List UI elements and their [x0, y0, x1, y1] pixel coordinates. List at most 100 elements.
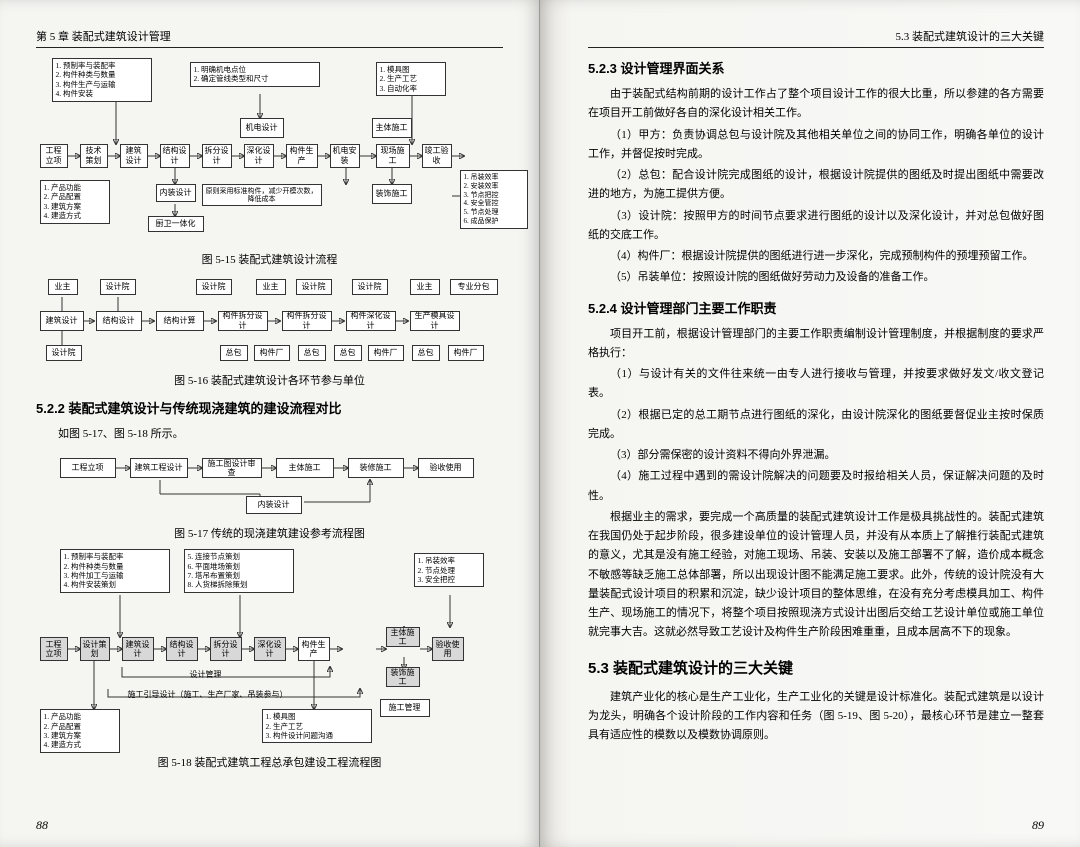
- f516-r2-4: 构件拆分设计: [282, 311, 332, 331]
- p523-1: （1）甲方：负责协调总包与设计院及其他相关单位之间的协同工作，明确各单位的设计工…: [588, 126, 1044, 165]
- para-522: 如图 5-17、图 5-18 所示。: [36, 425, 503, 444]
- fig515-r-5: 深化设计: [244, 144, 274, 168]
- f516-r3-3: 构件厂: [254, 345, 290, 361]
- fig515-right-list: 1. 吊装效率 2. 安装效率 3. 节点把控 4. 安全管控 5. 节点处理 …: [460, 170, 528, 229]
- f517-1: 建筑工程设计: [130, 458, 188, 478]
- f516-r3-4: 总包: [298, 345, 326, 361]
- f517-0: 工程立项: [60, 458, 116, 478]
- page-number-right: 89: [1032, 818, 1044, 833]
- f518-r-2: 建筑设计: [122, 637, 154, 661]
- f516-r3-8: 构件厂: [448, 345, 484, 361]
- fig-5-16: 业主 设计院 设计院 业主 设计院 设计院 业主 专业分包 建筑设计 结构设计 …: [40, 275, 500, 367]
- f518-list-a: 1. 预制率与装配率 2. 构件种类与数量 3. 构件加工与运输 4. 构件安装…: [60, 549, 170, 593]
- f518-list-b: 5. 连接节点策划 6. 平面堆场策划 7. 塔吊布置策划 8. 人货梯拆除策划: [184, 549, 294, 593]
- fig-5-15-caption: 图 5-15 装配式建筑设计流程: [36, 251, 503, 267]
- fig-5-18: 1. 预制率与装配率 2. 构件种类与数量 3. 构件加工与运输 4. 构件安装…: [40, 549, 500, 749]
- fig-5-17: 工程立项 建筑工程设计 施工图设计审查 主体施工 装修施工 验收使用 内装设计: [60, 450, 480, 520]
- f518-r-0: 工程立项: [40, 637, 68, 661]
- p524-1: （1）与设计有关的文件往来统一由专人进行接收与管理，并按要求做好发文/收文登记表…: [588, 365, 1044, 404]
- fig515-left-list: 1. 产品功能 2. 产品配置 3. 建筑方案 4. 建造方式: [40, 180, 110, 224]
- f516-r2-1: 结构设计: [96, 311, 142, 331]
- f518-label-dm: 设计管理: [190, 669, 222, 680]
- f518-list-c: 1. 吊装效率 2. 节点处理 3. 安全把控: [414, 553, 484, 587]
- heading-5-2-2: 5.2.2 装配式建筑设计与传统现浇建筑的建设流程对比: [36, 398, 503, 417]
- f517-3: 主体施工: [276, 458, 334, 478]
- heading-5-3: 5.3 装配式建筑设计的三大关键: [588, 657, 1044, 678]
- fig515-内装设计: 内装设计: [156, 184, 196, 202]
- f518-label-guide: 施工引导设计（施工、生产厂家、吊装参与）: [128, 689, 288, 700]
- f517-5: 验收使用: [418, 458, 474, 478]
- book-spread: 第 5 章 装配式建筑设计管理 1. 预制率与装配率 2. 构件种: [0, 0, 1080, 847]
- fig515-r-2: 建筑设计: [120, 144, 148, 168]
- f518-left-list: 1. 产品功能 2. 产品配置 3. 建筑方案 4. 建造方式: [40, 709, 120, 753]
- fig-5-18-caption: 图 5-18 装配式建筑工程总承包建设工程流程图: [36, 754, 503, 770]
- f518-r-6: 构件生产: [298, 637, 330, 661]
- p523-4: （4）构件厂：根据设计院提供的图纸进行进一步深化，完成预制构件的预埋预留工作。: [588, 247, 1044, 266]
- f518-rs-1: 装饰施工: [386, 667, 420, 687]
- fig-5-17-caption: 图 5-17 传统的现浇建筑建设参考流程图: [36, 525, 503, 541]
- f518-rs-0: 主体施工: [386, 627, 420, 647]
- fig515-机电设计: 机电设计: [240, 118, 284, 138]
- fig515-r-0: 工程立项: [40, 144, 68, 168]
- p523-3: （3）设计院：按照甲方的时间节点要求进行图纸的设计以及深化设计，并对总包做好图纸…: [588, 207, 1044, 246]
- f518-mid-list: 1. 模具图 2. 生产工艺 3. 构件设计问题沟通: [262, 709, 372, 743]
- f516-r3-0: 设计院: [46, 345, 82, 361]
- fig515-r-3: 结构设计: [160, 144, 190, 168]
- fig515-主体施工: 主体施工: [372, 118, 412, 138]
- p523-2: （2）总包：配合设计院完成图纸的设计，根据设计院提供的图纸及时提出图纸中需要改进…: [588, 166, 1044, 205]
- f516-r1-7: 专业分包: [450, 279, 498, 295]
- fig515-r-7: 机电安装: [330, 144, 360, 168]
- f516-r1-3: 业主: [256, 279, 286, 295]
- f516-r1-5: 设计院: [352, 279, 388, 295]
- f518-bottom: 施工管理: [380, 699, 430, 717]
- f516-r1-4: 设计院: [296, 279, 332, 295]
- p524-3: （3）部分需保密的设计资料不得向外界泄漏。: [588, 446, 1044, 465]
- f516-r2-3: 构件拆分设计: [218, 311, 268, 331]
- fig515-note: 原则采用标准构件，减少开模次数，降低成本: [202, 184, 322, 206]
- fig515-r-8: 现场施工: [376, 144, 410, 168]
- page-right: 5.3 装配式建筑设计的三大关键 5.2.3 设计管理界面关系 由于装配式结构前…: [540, 0, 1080, 847]
- f516-r3-7: 总包: [412, 345, 440, 361]
- fig515-r-9: 竣工验收: [422, 144, 452, 168]
- page-number-left: 88: [36, 818, 48, 833]
- fig515-装饰施工: 装饰施工: [372, 184, 412, 204]
- f517-6: 内装设计: [246, 496, 302, 514]
- fig515-list-b: 1. 明确机电点位 2. 确定管线类型和尺寸: [190, 62, 320, 87]
- fig515-r-1: 技术策划: [80, 144, 108, 168]
- f516-r1-0: 业主: [48, 279, 78, 295]
- p523-0: 由于装配式结构前期的设计工作占了整个项目设计工作的很大比重，所以参建的各方需要在…: [588, 85, 1044, 124]
- fig-5-16-caption: 图 5-16 装配式建筑设计各环节参与单位: [36, 372, 503, 388]
- f518-r-3: 结构设计: [166, 637, 198, 661]
- fig-5-15: 1. 预制率与装配率 2. 构件种类与数量 3. 构件生产与运输 4. 构件安装…: [40, 56, 500, 246]
- heading-5-2-4: 5.2.4 设计管理部门主要工作职责: [588, 298, 1044, 317]
- p524-2: （2）根据已定的总工期节点进行图纸的深化，由设计院深化的图纸要督促业主按时保质完…: [588, 406, 1044, 445]
- f516-r2-0: 建筑设计: [40, 311, 84, 331]
- f516-r3-2: 总包: [220, 345, 248, 361]
- p524-4: （4）施工过程中遇到的需设计院解决的问题要及时报给相关人员，保证解决问题的及时性…: [588, 467, 1044, 506]
- f516-r1-2: 设计院: [196, 279, 232, 295]
- f516-r1-6: 业主: [410, 279, 440, 295]
- fig515-list-a: 1. 预制率与装配率 2. 构件种类与数量 3. 构件生产与运输 4. 构件安装: [52, 58, 152, 102]
- fig515-r-4: 拆分设计: [202, 144, 232, 168]
- running-head-left: 第 5 章 装配式建筑设计管理: [36, 28, 503, 48]
- f516-r3-6: 构件厂: [368, 345, 404, 361]
- page-left: 第 5 章 装配式建筑设计管理 1. 预制率与装配率 2. 构件种: [0, 0, 540, 847]
- f518-r-1: 设计策划: [80, 637, 110, 661]
- f518-r-4: 拆分设计: [210, 637, 242, 661]
- fig515-list-c: 1. 模具图 2. 生产工艺 3. 自动化率: [376, 62, 446, 96]
- f518-r-7: 验收使用: [432, 637, 464, 661]
- running-head-right: 5.3 装配式建筑设计的三大关键: [588, 28, 1044, 48]
- f517-2: 施工图设计审查: [202, 458, 262, 478]
- fig515-厨卫: 厨卫一体化: [148, 216, 204, 232]
- f516-r3-5: 总包: [334, 345, 362, 361]
- fig515-r-6: 构件生产: [286, 144, 318, 168]
- f516-r2-5: 构件深化设计: [346, 311, 396, 331]
- f518-r-5: 深化设计: [254, 637, 286, 661]
- f516-r2-2: 结构计算: [156, 311, 204, 331]
- p523-5: （5）吊装单位：按照设计院的图纸做好劳动力及设备的准备工作。: [588, 268, 1044, 287]
- p524-0: 项目开工前，根据设计管理部门的主要工作职责编制设计管理制度，并根据制度的要求严格…: [588, 325, 1044, 364]
- f516-r1-1: 设计院: [100, 279, 136, 295]
- p53-0: 建筑产业化的核心是生产工业化，生产工业化的关键是设计标准化。装配式建筑是以设计为…: [588, 688, 1044, 746]
- f516-r2-6: 生产模具设计: [410, 311, 460, 331]
- heading-5-2-3: 5.2.3 设计管理界面关系: [588, 58, 1044, 77]
